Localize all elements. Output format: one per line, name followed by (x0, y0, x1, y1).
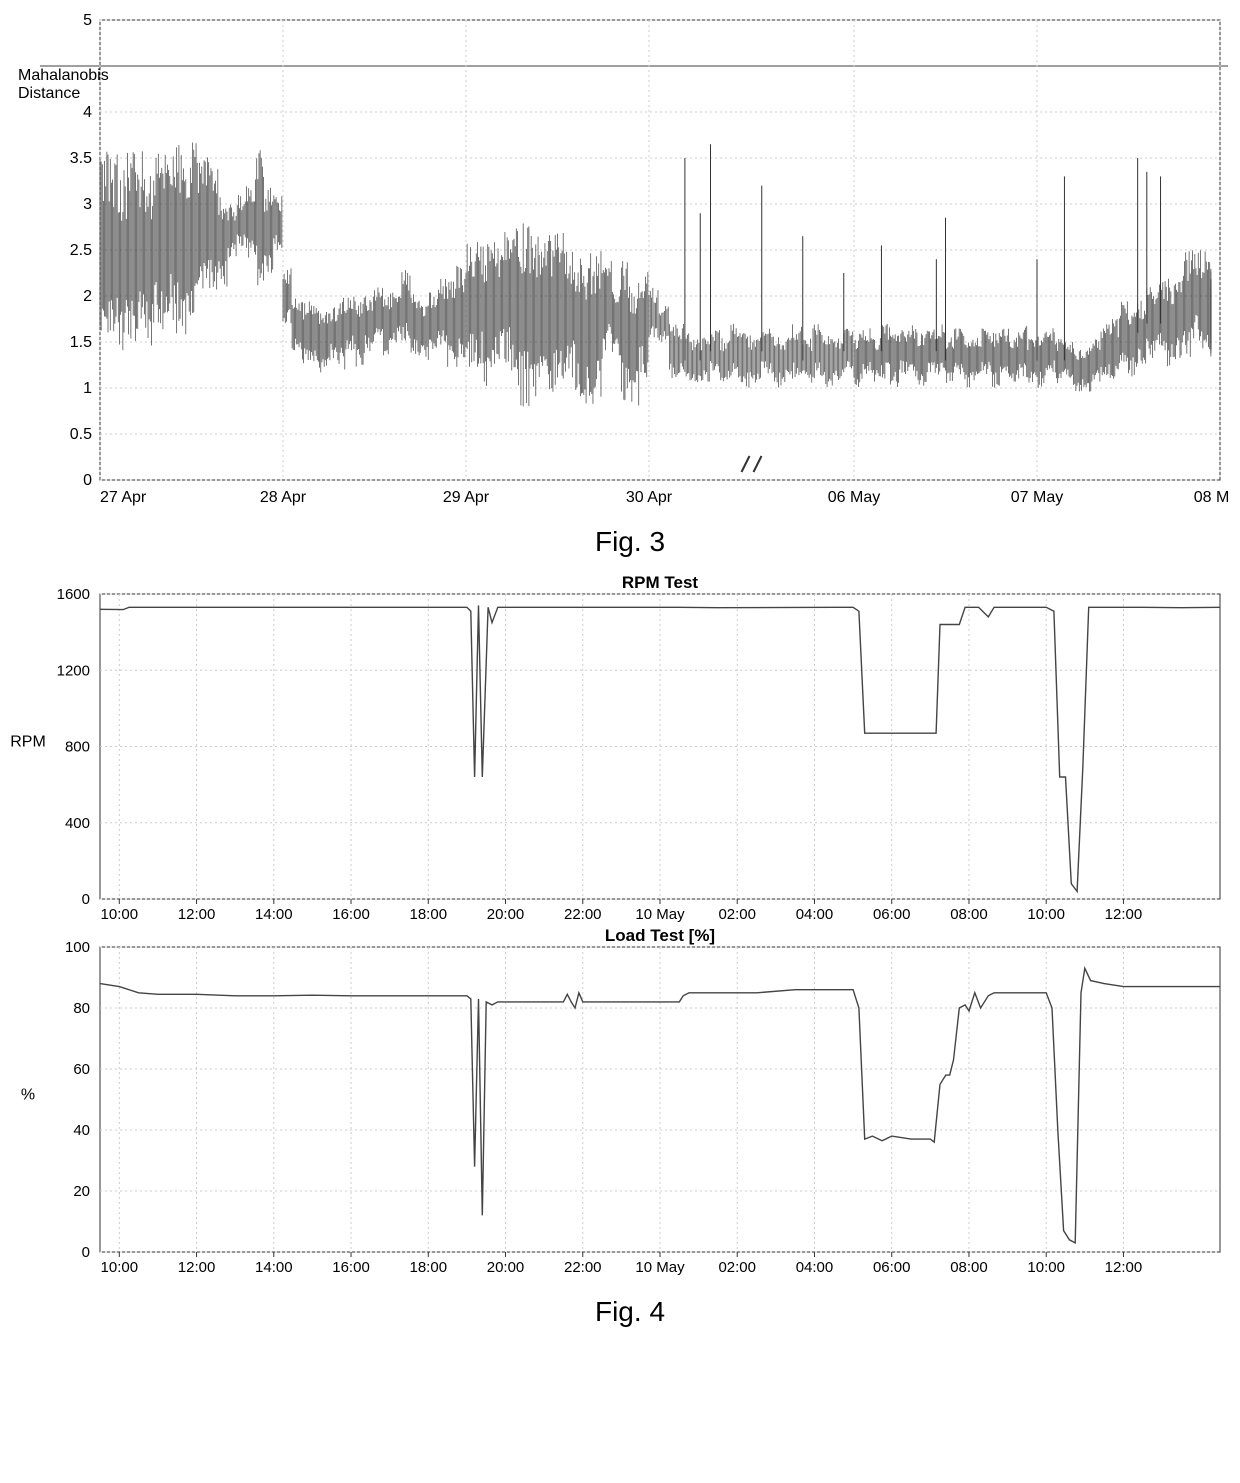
svg-text:18:00: 18:00 (410, 1259, 448, 1276)
svg-text:14:00: 14:00 (255, 1259, 293, 1276)
svg-text:20:00: 20:00 (487, 906, 525, 923)
svg-text:RPM Test: RPM Test (622, 573, 699, 592)
svg-text:20:00: 20:00 (487, 1259, 525, 1276)
svg-text:1.5: 1.5 (70, 334, 92, 351)
svg-text:29 Apr: 29 Apr (443, 489, 490, 506)
svg-text:10:00: 10:00 (1027, 1259, 1065, 1276)
svg-text:18:00: 18:00 (410, 906, 448, 923)
svg-text:07 May: 07 May (1011, 489, 1063, 506)
svg-text:0.5: 0.5 (70, 426, 92, 443)
svg-text:08:00: 08:00 (950, 1259, 988, 1276)
svg-text:Distance: Distance (18, 85, 80, 102)
svg-text:30 Apr: 30 Apr (626, 489, 673, 506)
svg-text:800: 800 (65, 739, 90, 756)
fig3-label: Fig. 3 (10, 526, 1240, 558)
svg-text:3.5: 3.5 (70, 150, 92, 167)
svg-text:10 May: 10 May (635, 906, 685, 923)
svg-text:14:00: 14:00 (255, 906, 293, 923)
svg-text:%: % (21, 1087, 35, 1104)
svg-text:Load Test [%]: Load Test [%] (605, 926, 715, 945)
svg-text:10:00: 10:00 (1027, 906, 1065, 923)
svg-text:1: 1 (83, 380, 92, 397)
svg-text:Mahalanobis: Mahalanobis (18, 67, 109, 84)
svg-text:5: 5 (83, 12, 92, 29)
svg-text:4: 4 (83, 104, 92, 121)
svg-text:3: 3 (83, 196, 92, 213)
svg-text:80: 80 (73, 1000, 90, 1017)
svg-text:22:00: 22:00 (564, 906, 602, 923)
fig3-chart: 0 0.5 1 1.5 2 2.5 3 3.5 4 5 MahalanobisDistance 27 … (10, 10, 1230, 520)
svg-text:27 Apr: 27 Apr (100, 489, 147, 506)
svg-text:28 Apr: 28 Apr (260, 489, 307, 506)
svg-text:16:00: 16:00 (332, 906, 370, 923)
fig4-container: RPM Test040080012001600RPM10:0012:0014:0… (10, 572, 1240, 1290)
svg-text:60: 60 (73, 1061, 90, 1078)
svg-text:2: 2 (83, 288, 92, 305)
svg-text:1200: 1200 (57, 662, 90, 679)
svg-text:02:00: 02:00 (718, 906, 756, 923)
svg-text:12:00: 12:00 (178, 1259, 216, 1276)
svg-text:10 May: 10 May (635, 1259, 685, 1276)
svg-text:16:00: 16:00 (332, 1259, 370, 1276)
svg-text:12:00: 12:00 (178, 906, 216, 923)
svg-text:10:00: 10:00 (101, 1259, 139, 1276)
svg-text:06:00: 06:00 (873, 1259, 911, 1276)
svg-text:RPM: RPM (10, 734, 46, 751)
svg-text:1600: 1600 (57, 586, 90, 603)
svg-text:06:00: 06:00 (873, 906, 911, 923)
fig4-chart: RPM Test040080012001600RPM10:0012:0014:0… (10, 572, 1230, 1290)
svg-text:12:00: 12:00 (1105, 1259, 1143, 1276)
svg-text:02:00: 02:00 (718, 1259, 756, 1276)
fig4-label: Fig. 4 (10, 1296, 1240, 1328)
svg-text:12:00: 12:00 (1105, 906, 1143, 923)
svg-text:04:00: 04:00 (796, 1259, 834, 1276)
svg-text:22:00: 22:00 (564, 1259, 602, 1276)
fig3-container: 0 0.5 1 1.5 2 2.5 3 3.5 4 5 MahalanobisDistance 27 … (10, 10, 1240, 520)
svg-text:08 May: 08 May (1194, 489, 1230, 506)
svg-text:40: 40 (73, 1122, 90, 1139)
svg-text:100: 100 (65, 939, 90, 956)
svg-text:2.5: 2.5 (70, 242, 92, 259)
svg-text:04:00: 04:00 (796, 906, 834, 923)
svg-text:0: 0 (83, 472, 92, 489)
svg-text:0: 0 (82, 891, 90, 908)
svg-text:400: 400 (65, 815, 90, 832)
svg-text:08:00: 08:00 (950, 906, 988, 923)
svg-text:06 May: 06 May (828, 489, 880, 506)
svg-text:10:00: 10:00 (101, 906, 139, 923)
svg-text:20: 20 (73, 1183, 90, 1200)
svg-text:0: 0 (82, 1244, 90, 1261)
